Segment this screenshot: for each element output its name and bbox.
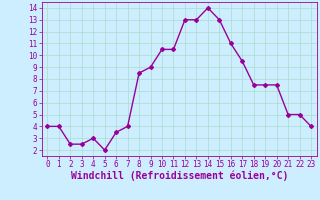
X-axis label: Windchill (Refroidissement éolien,°C): Windchill (Refroidissement éolien,°C) bbox=[70, 171, 288, 181]
